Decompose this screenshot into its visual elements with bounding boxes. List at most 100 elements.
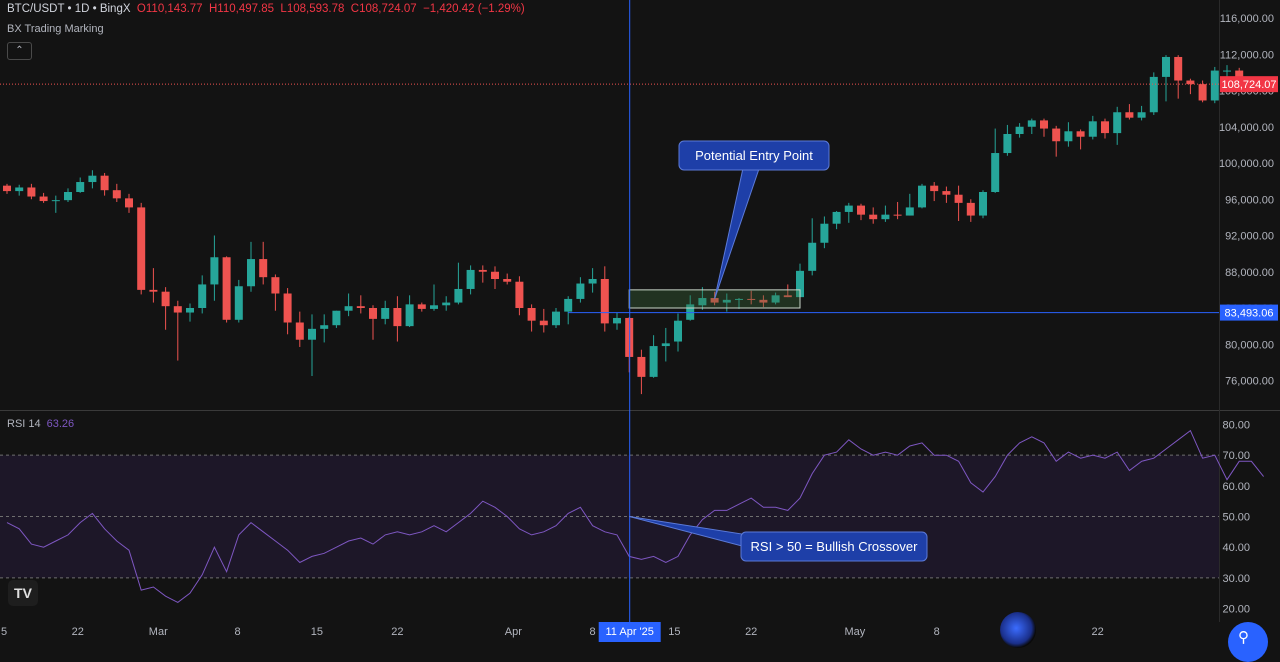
chart-canvas[interactable]: Potential Entry Point RSI > 50 = Bullish … (0, 0, 1280, 642)
candle-body (1125, 112, 1134, 118)
candle-body (613, 317, 621, 324)
candle-body (1174, 56, 1183, 81)
time-tick-label: 22 (391, 626, 403, 638)
candle (503, 273, 512, 285)
chevron-up-icon[interactable]: ⌃ (7, 42, 32, 60)
candle (27, 183, 36, 200)
candle-body (51, 200, 60, 202)
rsi-legend[interactable]: RSI 14 63.26 (7, 418, 74, 430)
tradingview-logo-icon[interactable]: TV (8, 580, 38, 606)
crosshair-price-label-bg (1220, 304, 1278, 321)
candle (478, 265, 487, 283)
search-button[interactable]: ⚲ (1228, 622, 1268, 662)
entry-callout-box (678, 140, 830, 171)
candle-body (1223, 70, 1231, 72)
candle (637, 349, 646, 395)
candle-body (161, 291, 170, 307)
candle (783, 284, 792, 298)
overlays: Potential Entry Point RSI > 50 = Bullish … (0, 0, 1219, 622)
candle (466, 265, 475, 295)
candle-body (186, 308, 194, 313)
candle-body (308, 328, 316, 340)
candle-body (356, 306, 365, 308)
symbol-title[interactable]: BTC/USDT • 1D • BingX (7, 3, 131, 15)
candle-body (905, 207, 914, 216)
candle-body (271, 277, 280, 294)
rsi-tick-label: 70.00 (1222, 450, 1250, 462)
candle-body (735, 298, 743, 300)
candle (393, 296, 402, 342)
candle-body (771, 295, 780, 303)
candle-body (76, 182, 85, 192)
rsi-legend-value: 63.26 (46, 418, 75, 430)
candle (3, 183, 11, 194)
candle (698, 287, 707, 310)
candle (332, 310, 341, 328)
candle (1186, 78, 1195, 95)
candle (771, 292, 780, 305)
indicator-name[interactable]: BX Trading Marking (7, 23, 104, 35)
time-tick-label: Mar (149, 626, 168, 638)
candle (15, 184, 24, 196)
candle-body (1076, 131, 1085, 137)
ohlc-high: H110,497.85 (208, 3, 274, 15)
price-tick-label: 104,000.00 (1219, 122, 1274, 134)
candle-body (881, 214, 890, 220)
rsi-tick-label: 80.00 (1222, 420, 1250, 432)
candle (405, 295, 414, 328)
candle-body (210, 257, 219, 285)
candle-body (600, 279, 609, 324)
candle (283, 288, 292, 335)
candle (613, 312, 621, 330)
time-tick-label: 22 (1092, 626, 1104, 638)
candle (991, 128, 1000, 193)
candle-body (381, 308, 390, 319)
current-price-label-bg (1220, 76, 1278, 93)
candle (222, 256, 231, 323)
candle (820, 216, 829, 249)
globe-icon[interactable] (1000, 612, 1036, 648)
candle (454, 262, 463, 305)
time-tick-label: 22 (72, 626, 84, 638)
candle (369, 305, 377, 340)
rsi-tick-label: 50.00 (1222, 512, 1250, 524)
candle (308, 314, 316, 376)
candle-body (1101, 121, 1109, 134)
price-tick-label: 80,000.00 (1225, 339, 1274, 351)
symbol-legend[interactable]: BTC/USDT • 1D • BingX O110,143.77 H110,4… (7, 3, 525, 15)
price-tick-label: 88,000.00 (1225, 267, 1274, 279)
candle (674, 313, 682, 352)
candle-body (1162, 56, 1170, 77)
candle (759, 295, 768, 308)
candle-body (930, 185, 939, 192)
candle (576, 277, 585, 303)
candle (1149, 72, 1158, 115)
ohlc-open: O110,143.77 (136, 3, 203, 15)
candle (1088, 115, 1097, 140)
candle-body (710, 298, 719, 303)
candle (491, 266, 499, 289)
candle-body (857, 205, 865, 215)
candle-body (320, 325, 329, 329)
candle-body (344, 306, 353, 311)
candle (1198, 80, 1207, 103)
candle (893, 201, 902, 220)
candle-body (954, 194, 963, 203)
candle (442, 296, 451, 311)
candle (905, 193, 914, 216)
candle-body (1088, 121, 1097, 137)
rsi-callout-box (740, 531, 928, 562)
candle (234, 279, 243, 323)
candle-body (259, 259, 268, 278)
candle-body (173, 306, 182, 313)
candle-body (564, 298, 573, 312)
candle (515, 276, 524, 316)
entry-callout-label: Potential Entry Point (695, 148, 813, 163)
time-tick-label: 8 (235, 626, 241, 638)
candle (1003, 124, 1012, 156)
crosshair-date-label: 11 Apr '25 (606, 626, 654, 638)
rsi-pane (0, 429, 1264, 603)
candle (649, 335, 658, 378)
candle (918, 183, 926, 209)
candle (1101, 118, 1109, 139)
